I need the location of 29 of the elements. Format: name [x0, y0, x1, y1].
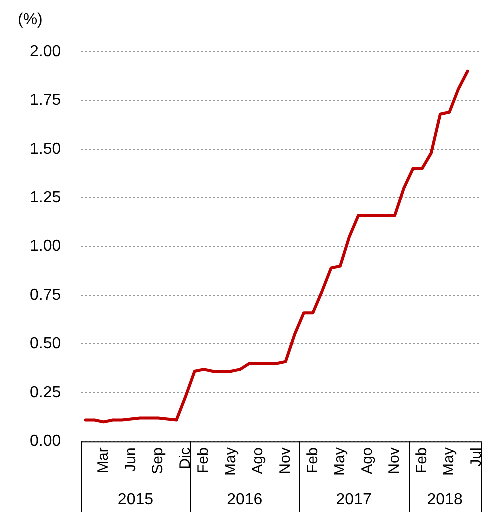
y-tick-label: 2.00	[30, 43, 62, 60]
y-tick-label: 0.50	[30, 336, 62, 353]
x-tick-label: Feb	[413, 448, 430, 474]
y-axis-title: (%)	[18, 11, 43, 28]
text: 2017	[336, 491, 372, 508]
y-tick-label: 0.00	[30, 433, 62, 450]
x-tick-label: May	[440, 447, 458, 476]
x-tick-label: Dic	[176, 447, 194, 470]
x-tick-label: Ago	[358, 448, 376, 474]
text: 2016	[227, 491, 263, 508]
y-tick-label: 0.25	[30, 384, 62, 402]
x-tick-label: Feb	[195, 448, 212, 474]
x-tick-label: Feb	[304, 448, 322, 474]
x-tick-label: Jun	[122, 448, 140, 472]
x-tick-label: Jul	[468, 448, 486, 467]
x-tick-label: May	[222, 447, 240, 476]
x-tick-label: Nov	[386, 447, 404, 474]
y-tick-label: 1.25	[30, 190, 62, 207]
text: 2015	[118, 491, 154, 508]
y-tick-label: 0.75	[30, 286, 62, 304]
text: 2018	[427, 491, 463, 508]
y-tick-label: 1.50	[30, 140, 62, 158]
x-tick-label: Ago	[250, 448, 267, 474]
x-tick-label: Nov	[276, 447, 294, 474]
x-tick-label: Sep	[150, 448, 167, 474]
y-tick-label: 1.00	[30, 238, 62, 256]
x-tick-label: Mar	[95, 448, 112, 474]
x-tick-label: May	[332, 447, 349, 476]
y-tick-label: 1.75	[30, 92, 62, 110]
